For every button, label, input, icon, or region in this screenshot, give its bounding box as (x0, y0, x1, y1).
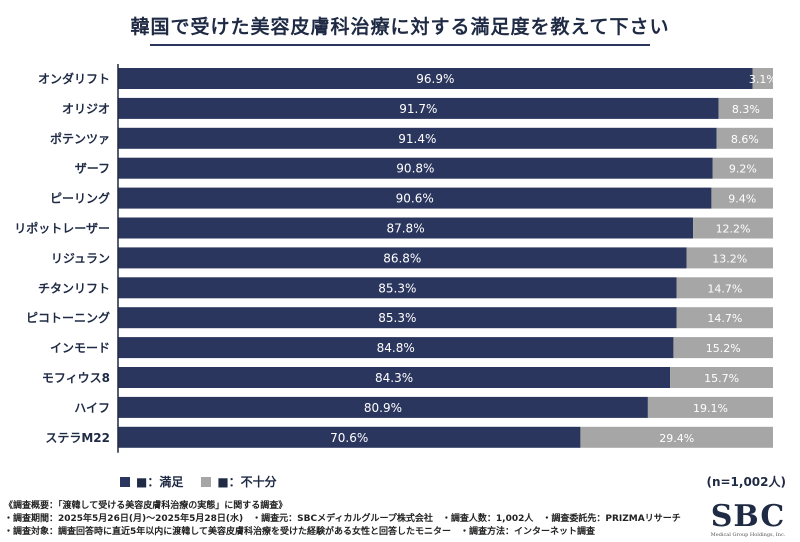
data-label-satisfied: 85.3% (378, 311, 416, 325)
legend-item-insufficient: ■：不十分 (201, 473, 277, 490)
bar-satisfied (118, 97, 719, 119)
bar-satisfied (118, 396, 648, 418)
data-label-insufficient: 14.7% (707, 282, 742, 295)
data-label-insufficient: 12.2% (716, 223, 751, 236)
data-label-insufficient: 3.1% (749, 73, 777, 86)
data-label-insufficient: 8.3% (732, 103, 760, 116)
data-label-insufficient: 14.7% (707, 312, 742, 325)
category-label: ザーフ (75, 162, 110, 176)
bar-insufficient (716, 127, 773, 149)
legend-item-satisfied: ■：満足 (120, 473, 183, 490)
bar-insufficient (673, 337, 773, 359)
data-label-satisfied: 85.3% (378, 281, 416, 295)
bar-insufficient (686, 247, 773, 269)
data-label-satisfied: 90.8% (396, 162, 434, 176)
bar-satisfied (118, 426, 581, 448)
sample-size: (n=1,002人) (706, 475, 786, 489)
bar-satisfied (118, 157, 713, 179)
stacked-bar-chart: オンダリフト 96.9% 3.1% オリジオ 91.7% 8.3% ポテンツァ 91.4% 8.… (14, 64, 777, 453)
category-label: ピコトーニング (26, 310, 110, 325)
survey-footer: 《調査概要：「渡韓して受ける美容皮膚科治療の実態」に関する調査》 ・調査期間：2… (4, 500, 704, 539)
bar-insufficient (711, 187, 773, 209)
category-label: モフィウス8 (42, 371, 110, 385)
data-label-insufficient: 15.7% (704, 372, 739, 385)
legend: ■：満足 ■：不十分 (120, 473, 277, 490)
bar-satisfied (118, 367, 671, 388)
category-label: オリジオ (62, 102, 110, 116)
legend-label-insufficient: ■：不十分 (217, 475, 277, 489)
legend-swatch-satisfied (120, 476, 130, 487)
footer-line-3: ・調査対象：調査回答時に直近5年以内に渡韓して美容皮膚科治療を受けた経験がある女… (4, 527, 595, 537)
data-label-insufficient: 13.2% (712, 252, 747, 265)
data-label-satisfied: 90.6% (396, 192, 434, 206)
data-label-insufficient: 9.4% (728, 193, 756, 206)
bar-satisfied (118, 247, 687, 269)
bar-insufficient (752, 68, 773, 89)
data-label-satisfied: 87.8% (386, 222, 424, 236)
data-label-satisfied: 84.8% (377, 341, 415, 355)
chart-title: 韓国で受けた美容皮膚科治療に対する満足度を教えて下さい (130, 16, 670, 38)
bar-insufficient (712, 157, 773, 179)
footer-line-2: ・調査期間：2025年5月26日(月)〜2025年5月28日(水) ・調査元：S… (4, 514, 681, 524)
category-label: インモード (50, 341, 110, 355)
legend-label-satisfied: ■：満足 (136, 475, 184, 489)
bar-insufficient (670, 367, 773, 388)
data-label-satisfied: 70.6% (330, 431, 368, 445)
data-label-satisfied: 84.3% (375, 371, 413, 385)
bar-insufficient (676, 307, 773, 329)
data-label-satisfied: 96.9% (416, 72, 454, 86)
category-label: ステラM22 (45, 431, 110, 445)
bar-satisfied (118, 307, 677, 329)
category-label: ハイフ (74, 401, 110, 415)
bar-insufficient (580, 426, 773, 448)
category-label: チタンリフト (38, 281, 110, 295)
footer-line-1: 《調査概要：「渡韓して受ける美容皮膚科治療の実態」に関する調査》 (4, 501, 288, 511)
logo-text: SBC (710, 499, 786, 534)
category-label: リポットレーザー (14, 221, 110, 236)
bar-insufficient (693, 217, 773, 239)
data-label-insufficient: 15.2% (706, 342, 741, 355)
category-label: ピーリング (50, 191, 110, 206)
bar-satisfied (118, 68, 753, 89)
legend-swatch-insufficient (201, 476, 212, 487)
bar-insufficient (676, 277, 773, 299)
bar-satisfied (118, 337, 674, 359)
category-label: オンダリフト (38, 71, 110, 86)
bar-insufficient (647, 396, 773, 418)
title-underline (150, 44, 650, 46)
data-label-insufficient: 29.4% (659, 432, 694, 445)
sbc-logo: SBC Medical Group Holdings, Inc. (708, 499, 788, 539)
logo-subtext: Medical Group Holdings, Inc. (710, 532, 786, 538)
data-label-insufficient: 9.2% (729, 163, 757, 176)
bar-satisfied (118, 277, 677, 299)
bar-satisfied (118, 217, 694, 239)
data-label-insufficient: 8.6% (731, 133, 759, 146)
data-label-satisfied: 86.8% (383, 251, 421, 265)
bar-satisfied (118, 127, 717, 149)
bar-satisfied (118, 187, 712, 209)
bar-insufficient (718, 97, 773, 119)
data-label-insufficient: 19.1% (693, 402, 728, 415)
data-label-satisfied: 80.9% (364, 401, 402, 415)
data-label-satisfied: 91.4% (398, 132, 436, 146)
data-label-satisfied: 91.7% (399, 102, 437, 116)
category-label: ポテンツァ (50, 131, 110, 146)
category-label: リジュラン (51, 251, 110, 265)
